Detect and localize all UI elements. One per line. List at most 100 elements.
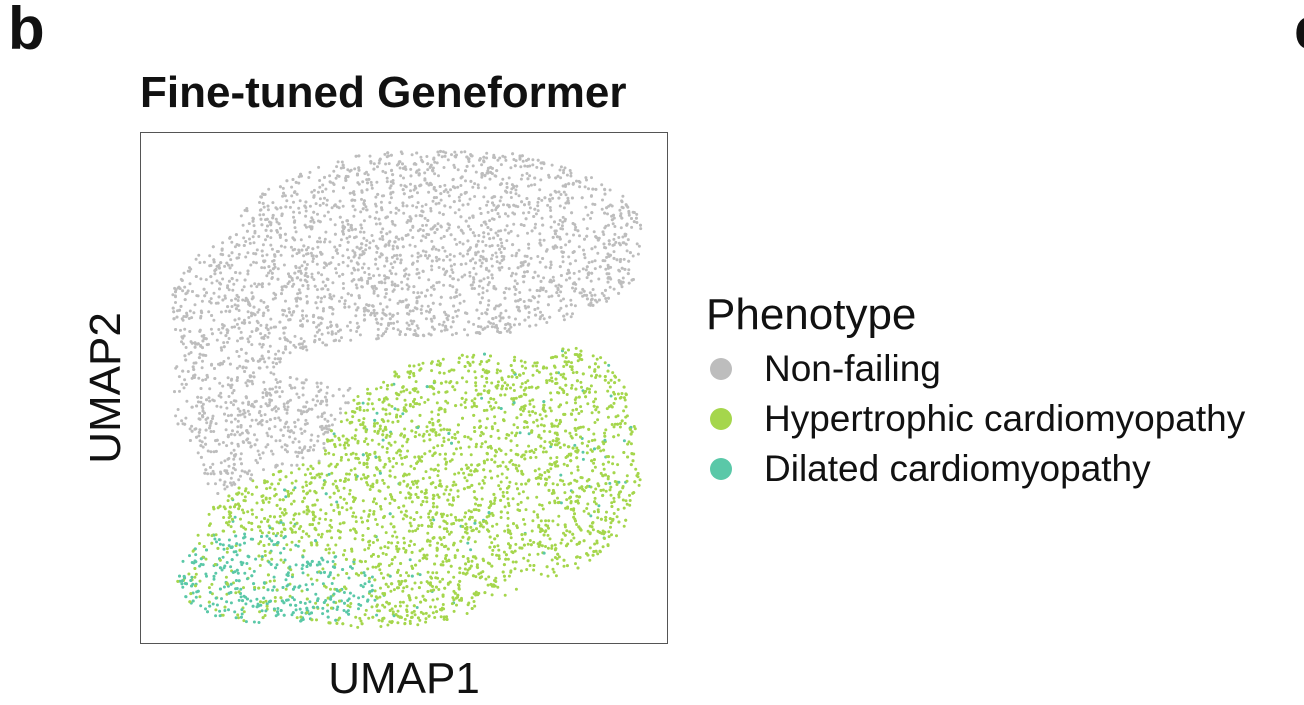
- scatter-point: [474, 508, 478, 512]
- scatter-point: [453, 388, 457, 392]
- scatter-point: [549, 209, 553, 212]
- scatter-point: [556, 391, 559, 394]
- scatter-point: [614, 375, 618, 379]
- scatter-point: [246, 472, 250, 476]
- scatter-point: [487, 400, 491, 404]
- scatter-point: [507, 176, 511, 180]
- scatter-point: [373, 473, 377, 477]
- scatter-point: [261, 391, 265, 395]
- scatter-point: [215, 404, 219, 408]
- scatter-point: [466, 333, 470, 337]
- scatter-point: [637, 244, 641, 248]
- scatter-point: [534, 455, 538, 459]
- scatter-point: [557, 441, 561, 445]
- scatter-point: [223, 296, 227, 300]
- scatter-point: [246, 431, 250, 435]
- scatter-point: [227, 254, 231, 258]
- scatter-point: [540, 503, 544, 507]
- scatter-point: [582, 217, 586, 221]
- scatter-point: [223, 564, 227, 568]
- scatter-point: [298, 446, 302, 450]
- scatter-point: [330, 582, 334, 585]
- scatter-point: [381, 478, 385, 482]
- scatter-point: [436, 463, 440, 467]
- scatter-point: [394, 604, 397, 608]
- scatter-point: [595, 539, 599, 543]
- scatter-point: [378, 568, 382, 572]
- scatter-point: [437, 153, 441, 157]
- scatter-point: [182, 271, 186, 275]
- scatter-point: [596, 508, 600, 512]
- scatter-point: [622, 439, 626, 443]
- scatter-point: [488, 244, 492, 248]
- scatter-point: [284, 299, 287, 303]
- scatter-point: [362, 236, 366, 240]
- scatter-point: [592, 432, 596, 436]
- scatter-point: [569, 315, 573, 319]
- scatter-point: [549, 225, 553, 229]
- scatter-point: [295, 616, 299, 620]
- scatter-point: [553, 229, 557, 233]
- scatter-point: [480, 163, 484, 167]
- scatter-point: [326, 603, 330, 607]
- scatter-point: [262, 300, 266, 304]
- scatter-point: [564, 360, 568, 364]
- scatter-point: [453, 237, 457, 241]
- scatter-point: [309, 219, 313, 223]
- scatter-point: [623, 421, 627, 425]
- scatter-point: [424, 223, 428, 227]
- scatter-point: [562, 462, 566, 466]
- scatter-point: [451, 277, 455, 281]
- scatter-point: [234, 579, 238, 582]
- scatter-point: [346, 264, 350, 268]
- scatter-point: [332, 509, 336, 512]
- scatter-point: [403, 622, 407, 626]
- scatter-point: [535, 361, 539, 365]
- scatter-point: [241, 223, 245, 227]
- scatter-point: [408, 521, 412, 525]
- scatter-point: [354, 615, 358, 619]
- scatter-point: [306, 409, 310, 413]
- scatter-point: [586, 529, 590, 533]
- scatter-point: [289, 398, 292, 402]
- scatter-point: [239, 524, 243, 528]
- scatter-point: [549, 409, 553, 413]
- scatter-point: [476, 250, 480, 254]
- scatter-point: [395, 397, 399, 401]
- scatter-point: [180, 419, 184, 423]
- scatter-point: [618, 208, 622, 212]
- scatter-point: [218, 609, 222, 613]
- scatter-point: [493, 421, 497, 425]
- scatter-point: [332, 183, 336, 186]
- scatter-point: [498, 487, 502, 491]
- scatter-point: [532, 510, 536, 514]
- scatter-point: [396, 541, 400, 545]
- scatter-point: [572, 271, 576, 275]
- scatter-point: [381, 551, 385, 555]
- scatter-point: [464, 398, 468, 402]
- scatter-point: [410, 500, 414, 504]
- scatter-point: [474, 445, 478, 449]
- scatter-point: [215, 279, 219, 283]
- scatter-point: [302, 339, 306, 343]
- scatter-point: [259, 332, 263, 336]
- scatter-point: [215, 540, 218, 544]
- scatter-point: [295, 252, 299, 256]
- scatter-point: [576, 465, 580, 469]
- scatter-point: [523, 164, 527, 168]
- scatter-point: [277, 349, 281, 353]
- scatter-point: [246, 337, 250, 341]
- scatter-point: [290, 471, 293, 475]
- scatter-point: [517, 492, 521, 496]
- scatter-point: [389, 196, 393, 200]
- scatter-point: [371, 541, 375, 544]
- scatter-point: [235, 553, 239, 557]
- scatter-point: [414, 214, 418, 218]
- scatter-point: [444, 554, 448, 558]
- scatter-point: [381, 400, 385, 404]
- scatter-point: [493, 415, 497, 419]
- scatter-point: [612, 500, 616, 504]
- scatter-point: [511, 551, 515, 555]
- scatter-point: [229, 514, 232, 518]
- scatter-point: [379, 280, 383, 284]
